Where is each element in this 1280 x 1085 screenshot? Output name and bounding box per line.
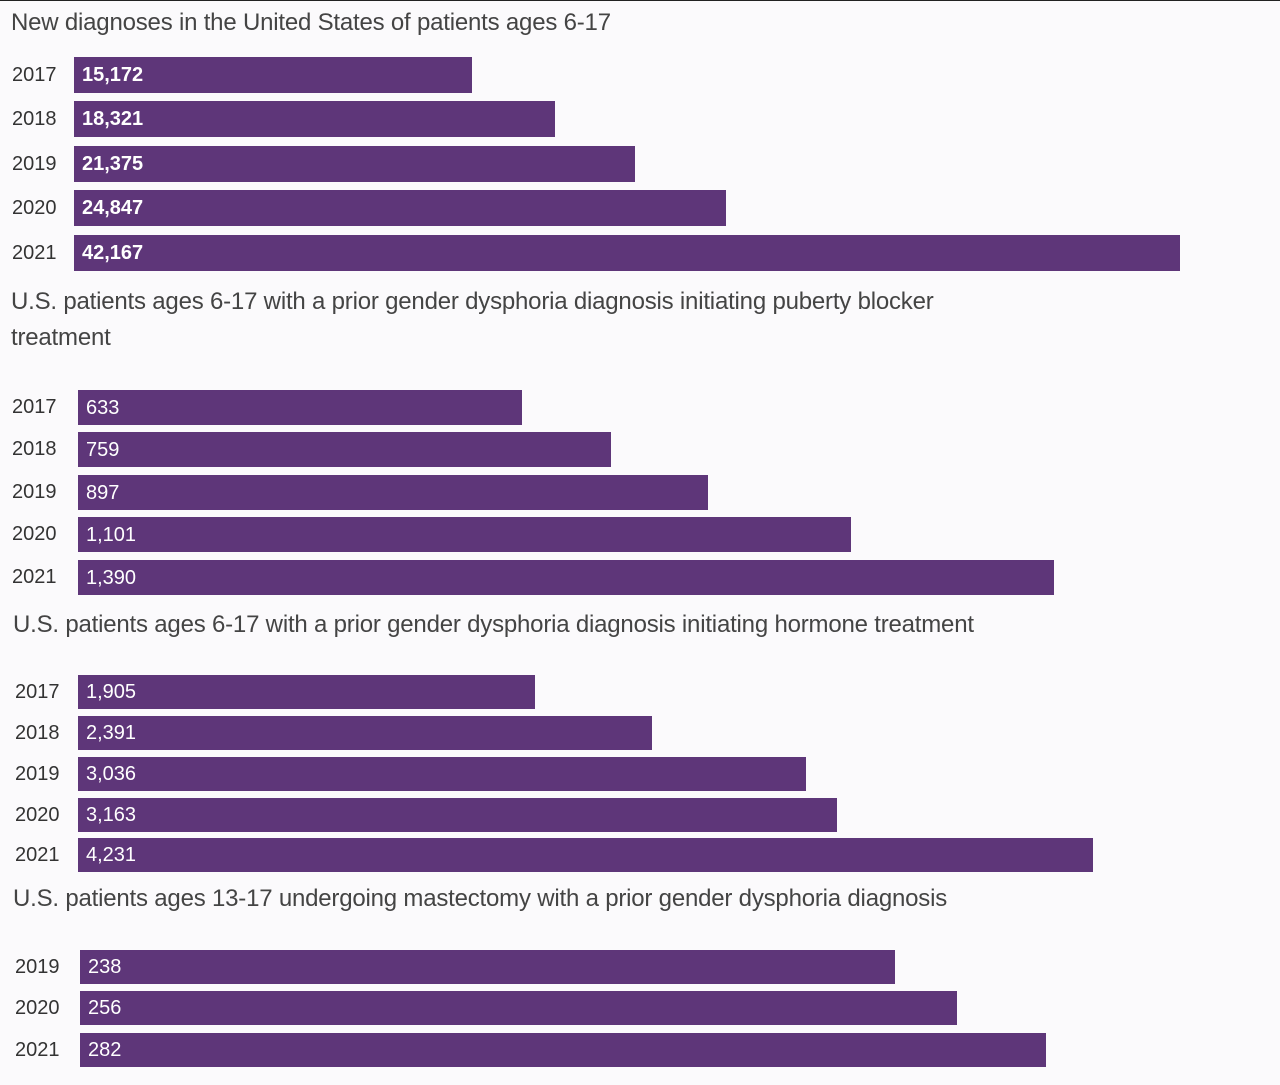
year-label: 2018 bbox=[12, 438, 57, 460]
bar-value-label: 897 bbox=[86, 482, 120, 504]
year-label: 2021 bbox=[15, 1039, 60, 1061]
bar bbox=[78, 838, 1093, 872]
bar-value-label: 256 bbox=[88, 997, 122, 1019]
bar bbox=[78, 716, 652, 750]
year-label: 2021 bbox=[12, 566, 57, 588]
bar-value-label: 21,375 bbox=[82, 153, 144, 175]
year-label: 2020 bbox=[15, 804, 60, 826]
bar-value-label: 4,231 bbox=[86, 844, 137, 866]
bar bbox=[74, 57, 472, 93]
year-label: 2019 bbox=[12, 481, 57, 503]
bar bbox=[78, 560, 1054, 595]
bar bbox=[78, 517, 851, 552]
bar-value-label: 24,847 bbox=[82, 197, 144, 219]
chart-title: U.S. patients ages 6-17 with a prior gen… bbox=[13, 611, 974, 638]
year-label: 2017 bbox=[12, 64, 57, 86]
year-label: 2021 bbox=[12, 242, 57, 264]
bar-value-label: 2,391 bbox=[86, 722, 137, 744]
bar-value-label: 15,172 bbox=[82, 64, 144, 86]
top-rule bbox=[0, 0, 1280, 1]
year-label: 2017 bbox=[12, 396, 57, 418]
bar-value-label: 1,905 bbox=[86, 681, 137, 703]
bar bbox=[80, 991, 957, 1025]
bar-value-label: 3,163 bbox=[86, 804, 137, 826]
year-label: 2020 bbox=[15, 997, 60, 1019]
bar bbox=[78, 675, 535, 709]
bar-value-label: 3,036 bbox=[86, 763, 137, 785]
bar-value-label: 282 bbox=[88, 1039, 122, 1061]
year-label: 2019 bbox=[12, 153, 57, 175]
bar-value-label: 18,321 bbox=[82, 108, 144, 130]
bar bbox=[78, 798, 837, 832]
bar bbox=[80, 1033, 1046, 1067]
bar bbox=[74, 146, 635, 182]
bar-value-label: 238 bbox=[88, 956, 122, 978]
bar bbox=[74, 101, 555, 137]
bar-value-label: 759 bbox=[86, 439, 120, 461]
bar-value-label: 1,101 bbox=[86, 524, 137, 546]
year-label: 2018 bbox=[12, 108, 57, 130]
bar bbox=[74, 235, 1180, 271]
chart-title: U.S. patients ages 13-17 undergoing mast… bbox=[13, 885, 948, 912]
year-label: 2019 bbox=[15, 956, 60, 978]
bar bbox=[78, 390, 522, 425]
year-label: 2020 bbox=[12, 197, 57, 219]
chart-title: U.S. patients ages 6-17 with a prior gen… bbox=[11, 288, 934, 351]
bar bbox=[78, 432, 611, 467]
year-label: 2018 bbox=[15, 722, 60, 744]
bar-value-label: 42,167 bbox=[82, 242, 144, 264]
bar bbox=[78, 475, 708, 510]
year-label: 2019 bbox=[15, 763, 60, 785]
bar bbox=[78, 757, 806, 791]
bar-value-label: 1,390 bbox=[86, 567, 137, 589]
year-label: 2017 bbox=[15, 681, 60, 703]
bar bbox=[74, 190, 726, 226]
year-label: 2021 bbox=[15, 844, 60, 866]
year-label: 2020 bbox=[12, 523, 57, 545]
bar-value-label: 633 bbox=[86, 397, 120, 419]
bar bbox=[80, 950, 895, 984]
chart-title: New diagnoses in the United States of pa… bbox=[11, 9, 611, 36]
